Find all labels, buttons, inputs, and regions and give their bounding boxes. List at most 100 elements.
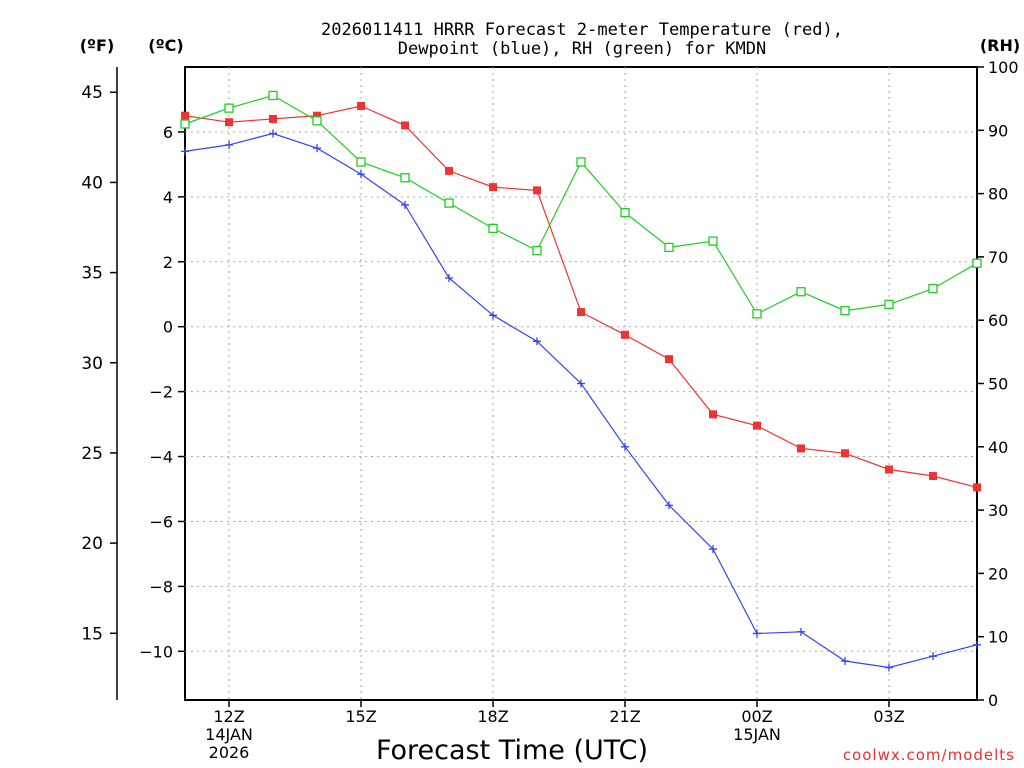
fahrenheit-unit-label: (ºF): [80, 36, 115, 55]
celsius-tick-label: 0: [163, 318, 173, 337]
data-point: [972, 258, 982, 268]
celsius-tick-label: −4: [149, 448, 173, 467]
series-temperature: [181, 101, 981, 492]
rh-tick-label: 80: [988, 185, 1008, 204]
celsius-tick-label: −2: [149, 383, 173, 402]
rh-tick-label: 0: [988, 691, 998, 710]
data-point: [533, 186, 541, 195]
data-point: [929, 472, 937, 481]
data-point: [444, 198, 454, 208]
data-point: [180, 119, 190, 129]
chart-title-line-2: Dewpoint (blue), RH (green) for KMDN: [398, 39, 766, 59]
data-point: [753, 629, 761, 638]
data-point: [269, 129, 277, 138]
x-tick-label: 12Z: [213, 707, 244, 726]
rh-tick-label: 30: [988, 501, 1008, 520]
data-point: [268, 90, 278, 101]
rh-tick-label: 10: [988, 628, 1008, 647]
data-point: [445, 166, 453, 175]
data-point: [840, 306, 850, 316]
data-point: [401, 121, 409, 130]
x-axis-label: Forecast Time (UTC): [376, 735, 648, 766]
rh-unit-label: (RH): [980, 36, 1020, 55]
data-point: [313, 111, 321, 120]
x-tick-label: 15Z: [345, 707, 376, 726]
data-point: [709, 410, 717, 419]
x-tick-label: 21Z: [609, 707, 640, 726]
series-rh: [180, 90, 982, 319]
data-point: [928, 283, 938, 294]
data-point: [620, 207, 630, 218]
data-point: [752, 309, 762, 319]
data-point: [664, 242, 674, 253]
data-point: [577, 308, 585, 317]
data-point: [533, 337, 541, 346]
data-point: [401, 200, 409, 209]
fahrenheit-tick-label: 35: [81, 264, 103, 284]
data-point: [841, 657, 849, 666]
rh-tick-label: 60: [988, 311, 1008, 330]
data-point: [488, 223, 498, 234]
data-point: [753, 421, 761, 430]
data-point: [489, 311, 497, 320]
data-point: [181, 147, 189, 156]
fahrenheit-axis-ticks: 45 40 35 30 25 20 15: [81, 83, 117, 644]
x-tick-label: 14JAN: [205, 725, 253, 744]
data-point: [445, 274, 453, 282]
data-point: [356, 157, 366, 167]
x-tick-label: 18Z: [477, 707, 508, 726]
data-point: [973, 640, 981, 649]
data-point: [181, 111, 189, 120]
data-point: [665, 501, 673, 510]
data-point: [269, 114, 277, 123]
data-point: [885, 663, 893, 672]
data-point: [225, 140, 233, 149]
data-point: [797, 627, 805, 636]
data-point: [973, 483, 981, 492]
data-point: [576, 157, 586, 167]
celsius-tick-label: −8: [149, 577, 173, 596]
rh-tick-label: 100: [988, 58, 1019, 77]
fahrenheit-tick-label: 45: [81, 83, 103, 103]
fahrenheit-tick-label: 30: [81, 354, 103, 374]
data-series: [180, 90, 982, 672]
fahrenheit-tick-label: 20: [81, 534, 103, 554]
celsius-tick-label: 2: [163, 253, 173, 272]
data-point: [357, 170, 365, 179]
data-point: [796, 287, 806, 297]
data-point: [797, 444, 805, 453]
rh-tick-label: 40: [988, 438, 1008, 457]
watermark: coolwx.com/modelts: [843, 746, 1015, 764]
celsius-unit-label: (ºC): [148, 36, 183, 55]
x-tick-label: 2026: [209, 743, 250, 762]
data-point: [400, 173, 410, 183]
data-point: [224, 103, 234, 113]
fahrenheit-tick-label: 25: [81, 444, 103, 464]
rh-tick-label: 50: [988, 375, 1008, 394]
celsius-tick-label: 4: [163, 188, 173, 207]
chart-title-line-1: 2026011411 HRRR Forecast 2-meter Tempera…: [321, 20, 843, 40]
celsius-axis-ticks: 6 4 2 0 −2 −4 −6 −8 −10: [139, 123, 185, 661]
data-point: [884, 299, 894, 310]
data-point: [312, 116, 322, 126]
data-point: [313, 144, 321, 153]
data-point: [532, 245, 542, 256]
data-point: [621, 330, 629, 339]
data-point: [489, 183, 497, 192]
data-point: [885, 465, 893, 474]
x-tick-label: 15JAN: [733, 725, 781, 744]
data-point: [357, 101, 365, 110]
celsius-tick-label: 6: [163, 123, 173, 142]
x-tick-label: 00Z: [741, 707, 772, 726]
celsius-tick-label: −10: [139, 642, 173, 661]
data-point: [929, 652, 937, 661]
data-point: [621, 442, 629, 451]
rh-tick-label: 90: [988, 121, 1008, 140]
rh-tick-label: 70: [988, 248, 1008, 267]
data-point: [577, 379, 585, 388]
fahrenheit-tick-label: 40: [81, 173, 103, 193]
data-point: [708, 236, 718, 246]
